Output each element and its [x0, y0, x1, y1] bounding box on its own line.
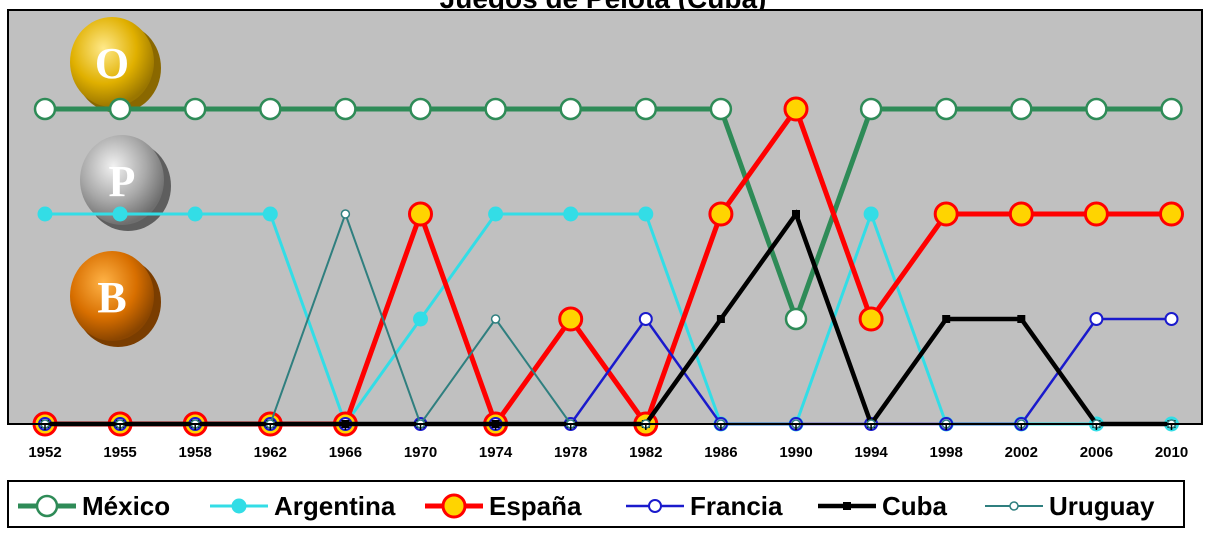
x-tick-label-2002: 2002: [1005, 444, 1038, 461]
x-tick-label-1990: 1990: [779, 444, 812, 461]
point-argentina-1978: [563, 206, 579, 222]
medal-silver-letter: P: [109, 157, 136, 206]
series-mexico: [33, 97, 1183, 331]
point-mexico-1962: [259, 97, 282, 121]
x-tick-label-1978: 1978: [554, 444, 587, 461]
point-mexico-1974: [484, 97, 507, 121]
point-mexico-2010: [1160, 97, 1183, 121]
point-argentina-1955: [112, 206, 128, 222]
point-argentina-1958: [187, 206, 203, 222]
legend-label-francia: Francia: [690, 491, 783, 521]
point-espana-2010: [1159, 201, 1184, 227]
point-mexico-1958: [183, 97, 207, 121]
legend-marker-francia: [648, 499, 662, 513]
legend-label-espana: España: [489, 491, 582, 521]
point-mexico-2006: [1085, 97, 1108, 121]
medal-bronze-letter: B: [97, 273, 126, 322]
x-tick-label-1998: 1998: [930, 444, 963, 461]
point-espana-1998: [933, 201, 959, 227]
point-espana-1986: [708, 201, 734, 227]
x-tick-label-2006: 2006: [1080, 444, 1113, 461]
series-line-mexico: [45, 106, 1172, 327]
legend-label-cuba: Cuba: [882, 491, 948, 521]
point-mexico-1952: [33, 97, 57, 121]
point-argentina-1962: [262, 206, 278, 222]
point-francia-2006: [1089, 312, 1104, 326]
point-uruguay-1974: [490, 314, 501, 324]
legend-marker-uruguay: [1009, 501, 1019, 511]
point-uruguay-1966: [340, 209, 351, 219]
legend-item-uruguay: Uruguay: [985, 491, 1155, 521]
point-espana-2006: [1083, 201, 1109, 227]
point-espana-2002: [1008, 201, 1034, 227]
legend-item-argentina: Argentina: [210, 491, 396, 521]
legend-label-mexico: México: [82, 491, 170, 521]
legend-marker-argentina: [231, 498, 247, 514]
point-mexico-1978: [559, 97, 582, 121]
point-argentina-1974: [488, 206, 504, 222]
medal-bronze-badge: B: [70, 251, 161, 347]
legend-item-espana: España: [425, 491, 582, 521]
point-espana-1994: [858, 306, 884, 332]
point-argentina-1970: [413, 311, 428, 327]
medal-gold-badge: O: [70, 17, 161, 113]
point-argentina-1952: [37, 206, 53, 222]
point-espana-1990: [783, 96, 809, 122]
point-francia-1982: [638, 312, 653, 326]
point-mexico-1970: [409, 97, 432, 121]
legend-item-francia: Francia: [626, 491, 783, 521]
point-espana-1970: [408, 201, 433, 227]
x-tick-label-1962: 1962: [254, 444, 287, 461]
point-mexico-1982: [634, 97, 658, 121]
legend-label-argentina: Argentina: [274, 491, 396, 521]
legend-marker-espana: [441, 493, 467, 519]
x-tick-label-1994: 1994: [854, 444, 888, 461]
point-mexico-1990: [784, 307, 808, 331]
medal-silver-badge: P: [80, 135, 171, 231]
point-mexico-1998: [934, 97, 958, 121]
x-tick-label-1974: 1974: [479, 444, 513, 461]
point-mexico-1986: [709, 97, 733, 121]
x-tick-label-1970: 1970: [404, 444, 437, 461]
legend-marker-cuba: [843, 502, 851, 510]
legend: México Argentina España Francia Cuba Uruguay: [18, 491, 1155, 521]
x-tick-label-1986: 1986: [704, 444, 737, 461]
legend-marker-mexico: [35, 494, 59, 518]
point-cuba-1990: [792, 210, 800, 218]
x-tick-label-1982: 1982: [629, 444, 662, 461]
point-mexico-2002: [1010, 97, 1033, 121]
x-axis-ticks: 1952 1955 1958 1962 1966 1970 1974 1978 1982 1986…: [28, 424, 1188, 461]
legend-item-mexico: México: [18, 491, 170, 521]
x-tick-label-1952: 1952: [28, 444, 61, 461]
legend-box: [7, 480, 1185, 528]
point-mexico-1955: [108, 97, 132, 121]
point-cuba-2002: [1017, 315, 1026, 323]
point-cuba-1986: [716, 315, 725, 323]
point-cuba-1998: [942, 315, 951, 323]
point-mexico-1994: [859, 97, 883, 121]
point-argentina-1994: [863, 206, 879, 222]
x-tick-label-2010: 2010: [1155, 444, 1188, 461]
x-tick-label-1966: 1966: [329, 444, 362, 461]
x-tick-label-1955: 1955: [103, 444, 136, 461]
point-francia-2010: [1164, 312, 1179, 326]
plot-area: [7, 9, 1203, 425]
point-espana-1978: [558, 306, 584, 332]
point-mexico-1966: [334, 97, 357, 121]
medal-gold-letter: O: [95, 39, 129, 88]
legend-item-cuba: Cuba: [818, 491, 948, 521]
legend-label-uruguay: Uruguay: [1049, 491, 1155, 521]
x-tick-label-1958: 1958: [179, 444, 212, 461]
point-argentina-1982: [638, 206, 654, 222]
